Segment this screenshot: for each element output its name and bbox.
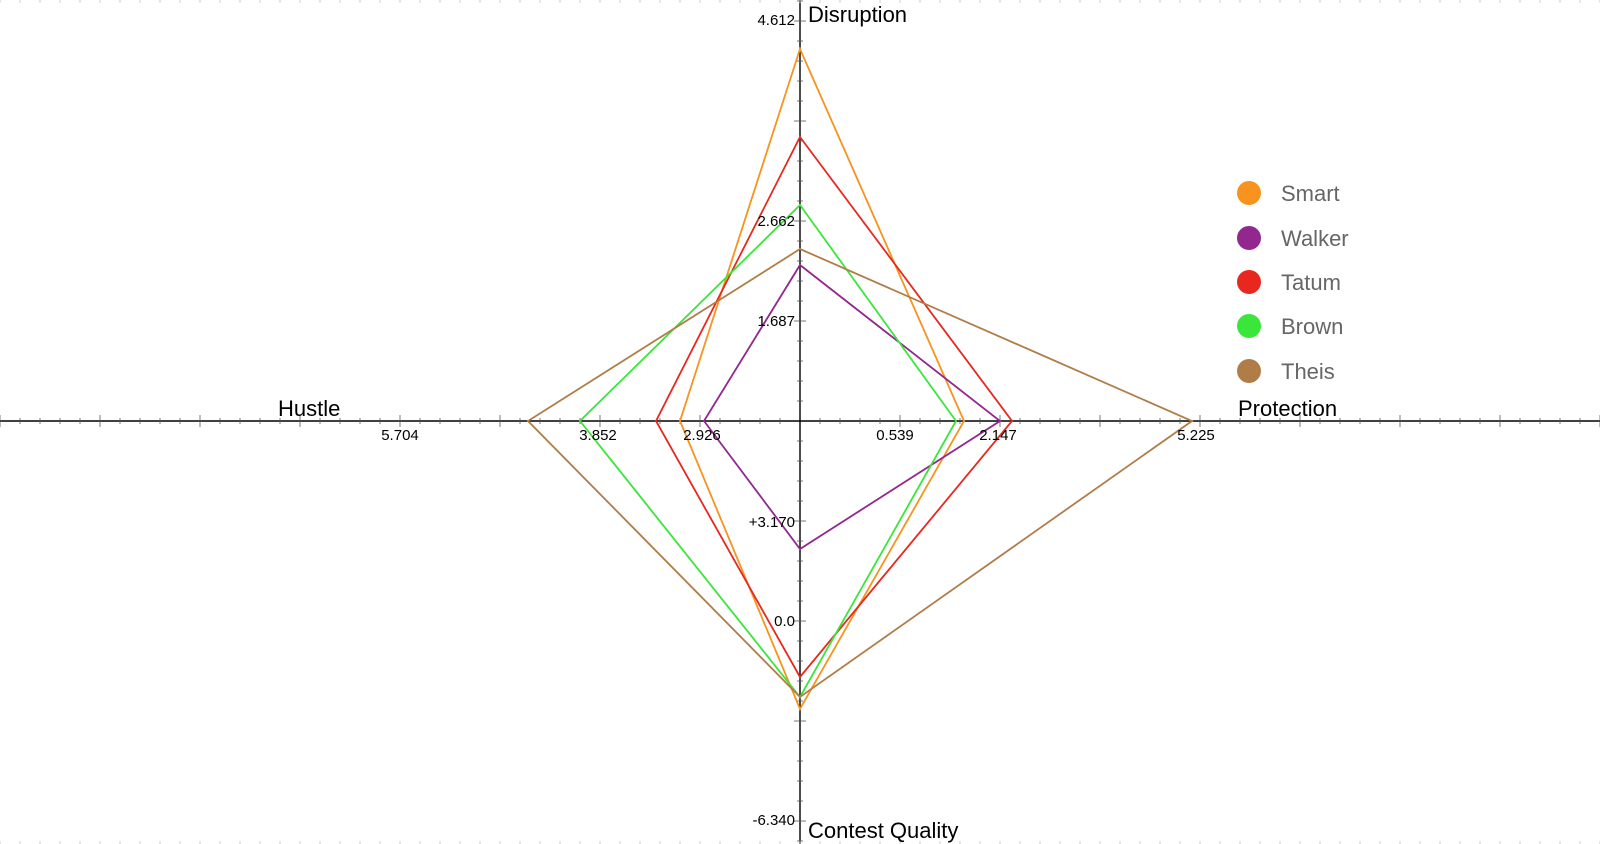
- series-polygon-smart: [679, 46, 966, 712]
- legend-item-smart: Smart: [1237, 181, 1340, 206]
- legend-label-smart: Smart: [1281, 181, 1340, 206]
- tick-label-disruption-2: 2.662: [757, 213, 795, 230]
- series-polygon-brown: [578, 203, 958, 699]
- tick-label-disruption-1: 4.612: [757, 12, 795, 29]
- legend-label-brown: Brown: [1281, 314, 1343, 339]
- legend-item-brown: Brown: [1237, 314, 1343, 339]
- legend-item-theis: Theis: [1237, 359, 1335, 384]
- legend-item-tatum: Tatum: [1237, 270, 1341, 295]
- legend-label-theis: Theis: [1281, 359, 1335, 384]
- axis-title-contest-quality: Contest Quality: [808, 818, 958, 843]
- tick-label-protection-2: 2.147: [979, 427, 1017, 444]
- series-polygon-theis: [526, 247, 1194, 699]
- tick-label-hustle-1: 5.704: [381, 427, 419, 444]
- legend: Smart Walker Tatum Brown Theis: [1237, 181, 1349, 384]
- axis-title-hustle: Hustle: [278, 396, 340, 421]
- series-layer: [526, 46, 1194, 712]
- legend-marker-brown: [1237, 314, 1261, 338]
- tick-label-contest-quality-1: +3.170: [749, 514, 795, 531]
- tick-label-contest-quality-3: -6.340: [752, 812, 795, 829]
- series-polygon-tatum: [654, 135, 1014, 679]
- legend-marker-tatum: [1237, 270, 1261, 294]
- axis-title-protection: Protection: [1238, 396, 1337, 421]
- tick-label-hustle-2: 3.852: [579, 427, 617, 444]
- legend-item-walker: Walker: [1237, 226, 1349, 251]
- tick-label-hustle-3: 2.926: [683, 427, 721, 444]
- series-polygon-walker: [702, 263, 1002, 551]
- legend-marker-theis: [1237, 359, 1261, 383]
- tick-label-protection-1: 0.539: [876, 427, 914, 444]
- axis-title-disruption: Disruption: [808, 2, 907, 27]
- tick-label-contest-quality-2: 0.0: [774, 613, 795, 630]
- tick-label-disruption-3: 1.687: [757, 313, 795, 330]
- legend-marker-walker: [1237, 226, 1261, 250]
- legend-label-tatum: Tatum: [1281, 270, 1341, 295]
- legend-marker-smart: [1237, 181, 1261, 205]
- labels-layer: Disruption Protection Contest Quality Hu…: [278, 2, 1337, 843]
- tick-label-protection-3: 5.225: [1177, 427, 1215, 444]
- legend-label-walker: Walker: [1281, 226, 1349, 251]
